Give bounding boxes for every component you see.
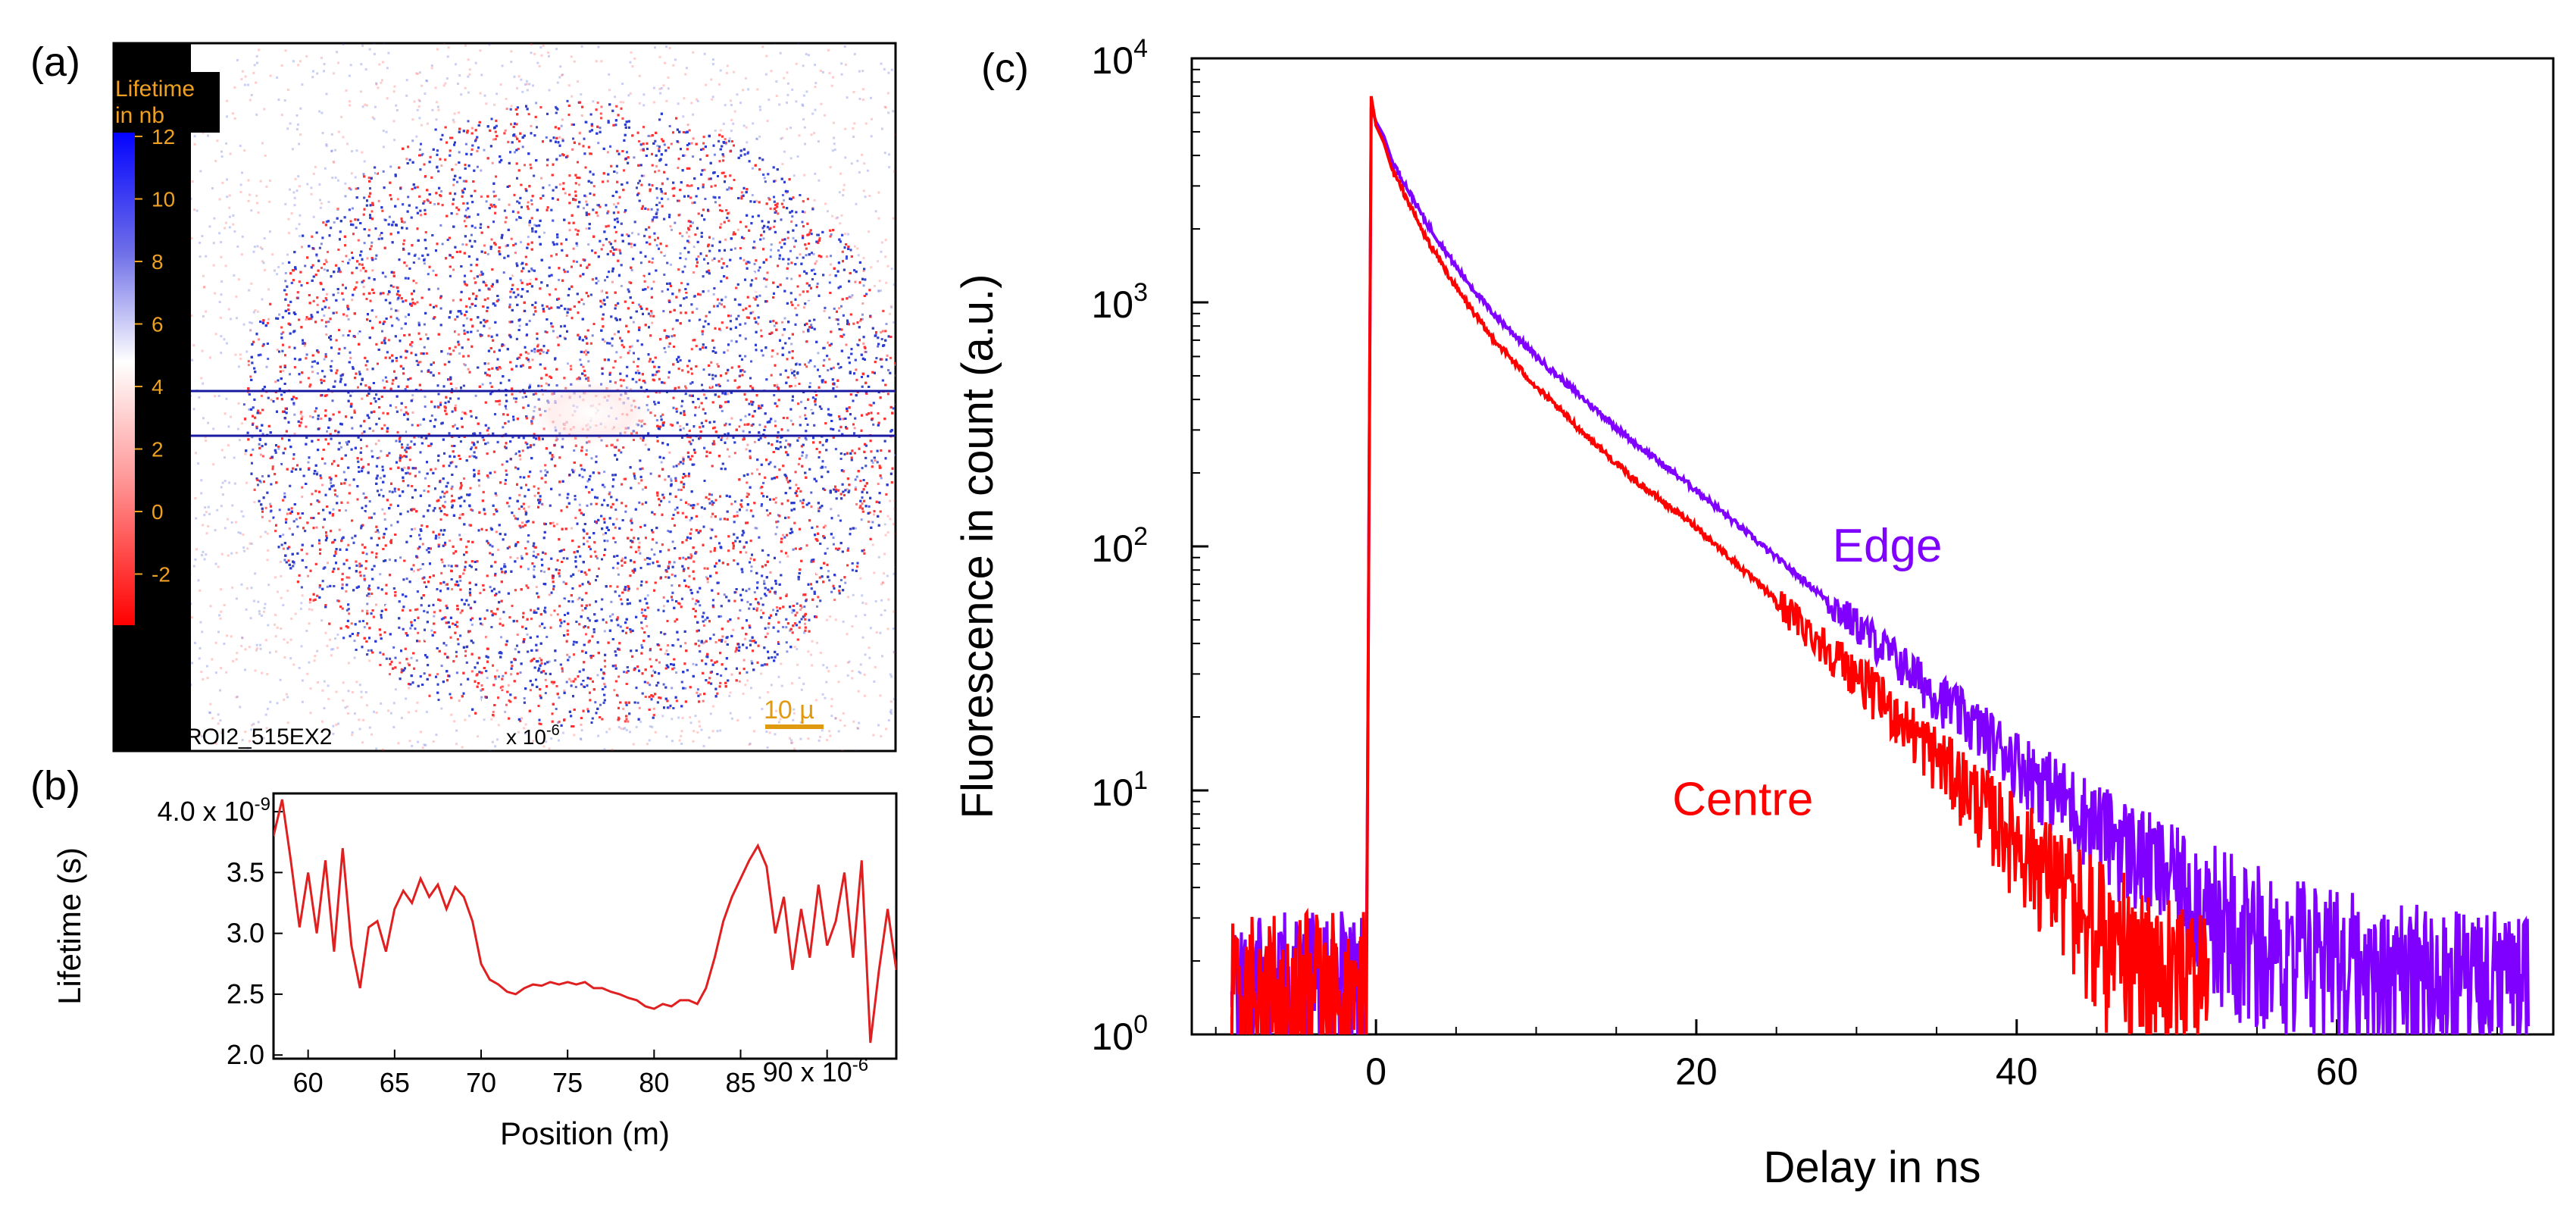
panel-b-frame: [272, 792, 898, 1060]
colorbar-tick-label: 6: [152, 313, 164, 336]
panel-label-c: (c): [981, 45, 1029, 91]
panel-label-a: (a): [30, 39, 80, 85]
panel-c-x-axis-label: Delay in ns: [1764, 1143, 1981, 1192]
colorbar-tick-label: 2: [152, 438, 164, 462]
panel-c-y-tick-label: 102: [1091, 522, 1148, 570]
panel-b-ticks: 60 65 70 75 80 85 90 x 10-6 2.0 2.5 3.0 3.5 4.0 x 1…: [158, 794, 869, 1098]
panel-c-x-tick-label: 40: [1996, 1050, 2038, 1093]
scale-bar-label: 10 µ: [764, 696, 814, 724]
colorbar-tick-label: -2: [152, 563, 170, 587]
panel-b-x-tick-label: 85: [725, 1067, 755, 1098]
panel-b-y-axis-label: Lifetime (s): [52, 847, 87, 1005]
panel-b-x-tick-label: 60: [293, 1067, 324, 1098]
panel-b-y-tick-label: 2.5: [227, 978, 264, 1009]
panel-c-x-tick-label: 20: [1675, 1050, 1718, 1093]
annotation-centre: Centre: [1672, 774, 1813, 826]
colorbar-tick-label: 10: [152, 188, 175, 211]
panel-a-image: Lifetime in nb 12 10 8 6 4 2 0 -2 ROI2_515EX2 x…: [112, 42, 897, 753]
panel-b-chart: 60 65 70 75 80 85 90 x 10-6 2.0 2.5 3.0 3.5 4.0 x 1…: [52, 792, 898, 1151]
panel-b-y-tick-label: 3.0: [227, 918, 264, 949]
colorbar-tick-label: 0: [152, 500, 164, 524]
colorbar-title-line2: in nb: [115, 103, 164, 128]
disk-centre-bright-spot: [523, 375, 659, 451]
annotation-edge: Edge: [1833, 520, 1943, 572]
panel-b-x-tick-label: 90 x 10-6: [763, 1055, 868, 1087]
panel-c-y-tick-label: 101: [1091, 766, 1148, 814]
panel-label-b: (b): [30, 763, 80, 809]
colorbar-gradient: [114, 129, 135, 625]
panel-b-x-tick-label: 80: [639, 1067, 669, 1098]
colorbar-title-bg: [114, 72, 220, 133]
series-centre-line: [1230, 95, 2210, 1034]
series-edge-line: [1230, 106, 2530, 1034]
panel-a-frame: [112, 42, 897, 753]
panel-b-x-tick-label: 75: [552, 1067, 583, 1098]
colorbar-tick-label: 8: [152, 250, 164, 274]
colorbar-tick-label: 12: [152, 125, 175, 149]
colorbar-title-line1: Lifetime: [115, 77, 195, 102]
panel-c-y-tick-label: 104: [1091, 34, 1148, 82]
roi-name-label: ROI2_515EX2: [186, 724, 332, 749]
panel-c-y-tick-label: 103: [1091, 278, 1148, 326]
panel-c-chart: 0 20 40 60 100 101 102 103 104 Edge Centre Delay…: [953, 34, 2555, 1192]
panel-c-ticks: 0 20 40 60 100 101 102 103 104: [1091, 34, 2499, 1093]
panel-b-x-tick-label: 65: [380, 1067, 410, 1098]
scale-bar: [765, 724, 824, 729]
panel-b-y-tick-label: 2.0: [227, 1039, 264, 1070]
panel-b-x-tick-label: 70: [466, 1067, 496, 1098]
panel-c-y-axis-label: Fluorescence in count (a.u.): [953, 274, 1002, 819]
colorbar-tick-label: 4: [152, 375, 164, 399]
panel-c-y-tick-label: 100: [1091, 1010, 1148, 1058]
panel-b-y-tick-label: 4.0 x 10-9: [158, 794, 270, 827]
colorbar-ticks: 12 10 8 6 4 2 0 -2: [135, 125, 175, 587]
image-x-multiplier: x 10-6: [506, 722, 560, 749]
panel-c-x-tick-label: 0: [1365, 1050, 1386, 1093]
panel-b-profile-line: [274, 799, 896, 1044]
panel-b-x-axis-label: Position (m): [500, 1116, 670, 1151]
panel-b-y-tick-label: 3.5: [227, 856, 264, 887]
panel-c-x-tick-label: 60: [2316, 1050, 2359, 1093]
